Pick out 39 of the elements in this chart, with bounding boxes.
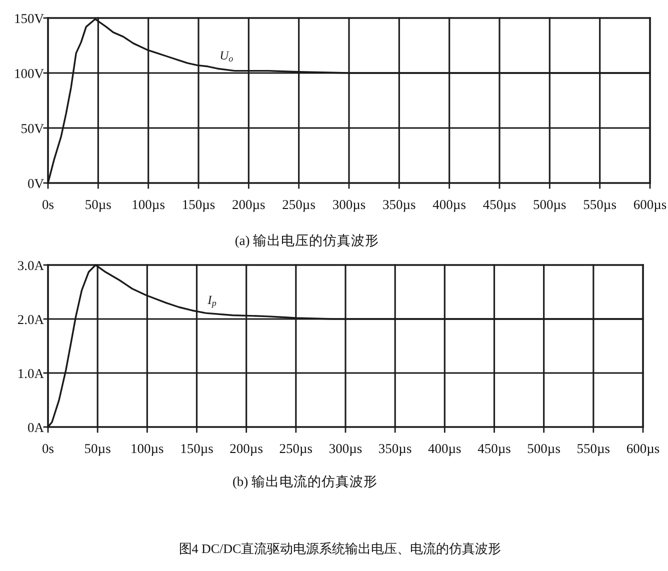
x-tick-label: 0s (42, 197, 54, 212)
x-tick-label: 50µs (84, 441, 111, 456)
series-label: I$_{p}$ (206, 293, 217, 308)
caption: 图4 DC/DC直流驱动电源系统输出电压、电流的仿真波形 (178, 541, 502, 556)
y-tick-label: 100V (14, 66, 44, 81)
y-tick-label: 150V (14, 11, 44, 26)
x-tick-label: 550µs (576, 441, 610, 456)
x-tick-label: 150µs (180, 441, 214, 456)
x-tick-label: 450µs (478, 441, 511, 456)
x-tick-label: 400µs (428, 441, 462, 456)
x-tick-label: 300µs (328, 441, 362, 456)
y-tick-label: 0A (28, 420, 44, 435)
x-tick-label: 50µs (84, 197, 112, 212)
x-tick-label: 600µs (626, 441, 660, 456)
x-tick-label: 150µs (182, 197, 216, 212)
x-tick-label: 200µs (232, 197, 266, 212)
y-tick-label: 2.0A (17, 312, 44, 327)
x-tick-label: 400µs (432, 197, 466, 212)
x-tick-label: 550µs (583, 197, 616, 212)
y-tick-label: 1.0A (17, 366, 44, 381)
x-tick-label: 500µs (533, 197, 566, 212)
x-tick-label: 500µs (527, 441, 560, 456)
y-tick-label: 50V (20, 121, 44, 136)
x-tick-label: 350µs (378, 441, 412, 456)
x-tick-label: 450µs (482, 197, 516, 212)
x-tick-label: 350µs (382, 197, 416, 212)
series-label: U$_{o}$ (220, 48, 234, 64)
y-tick-label: 3.0A (17, 258, 44, 273)
x-tick-label: 100µs (132, 197, 165, 212)
text: (b) 输出电流的仿真波形 (232, 474, 378, 489)
x-tick-label: 300µs (332, 197, 366, 212)
y-tick-label: 0V (28, 176, 44, 191)
x-tick-label: 200µs (230, 441, 263, 456)
x-tick-label: 250µs (282, 197, 316, 212)
text: (a) 输出电压的仿真波形 (234, 233, 380, 248)
x-tick-label: 0s (42, 441, 54, 456)
x-tick-label: 250µs (279, 441, 313, 456)
x-tick-label: 600µs (633, 197, 667, 212)
x-tick-label: 100µs (130, 441, 164, 456)
